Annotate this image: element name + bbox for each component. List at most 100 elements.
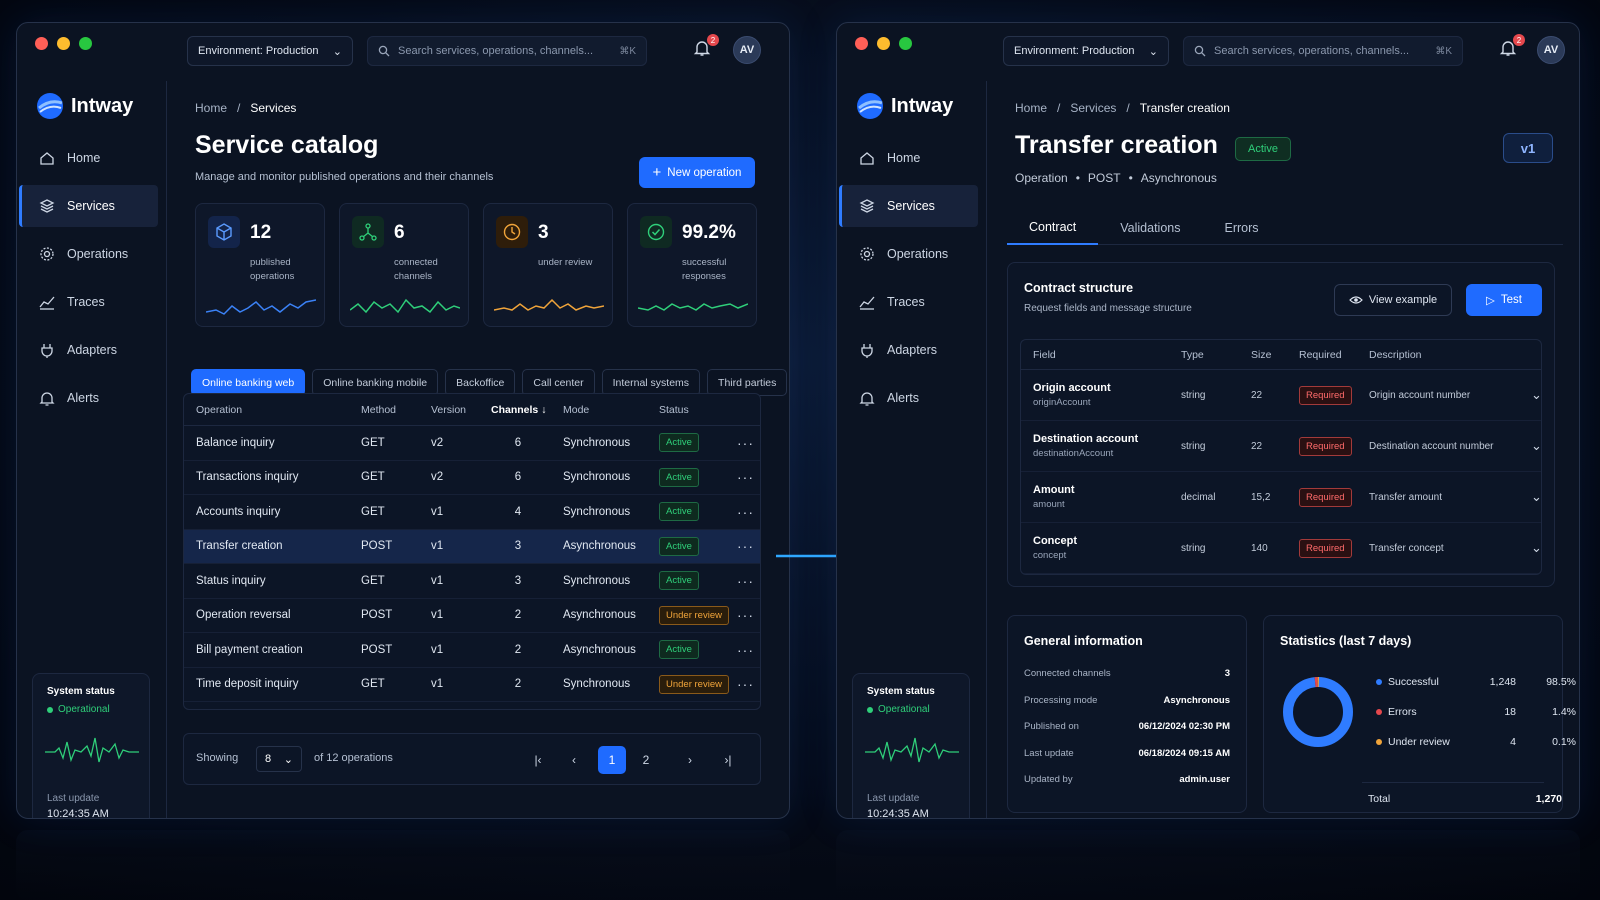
operation-name: Transactions inquiry xyxy=(196,471,299,484)
breadcrumb-services[interactable]: Services xyxy=(1070,101,1117,115)
breadcrumb-home[interactable]: Home xyxy=(195,101,228,115)
environment-select[interactable]: Environment: Production ⌄ xyxy=(1003,36,1169,66)
sidebar-item-home[interactable]: Home xyxy=(839,137,978,179)
sidebar-item-adapters[interactable]: Adapters xyxy=(19,329,158,371)
page-1-button[interactable]: 1 xyxy=(598,746,626,774)
close-window-button[interactable] xyxy=(855,37,868,50)
version-badge[interactable]: v1 xyxy=(1503,133,1553,163)
prev-page-button[interactable]: ‹ xyxy=(560,746,588,774)
chevron-down-icon[interactable]: ⌄ xyxy=(1531,489,1542,504)
table-row[interactable]: Transfer creation POST v1 3 Asynchronous Acti… xyxy=(184,529,760,564)
per-page-select[interactable]: 8 ⌄ xyxy=(256,746,302,772)
column-channels[interactable]: Channels ↓ xyxy=(491,404,563,416)
filter-tab-online-banking-mobile[interactable]: Online banking mobile xyxy=(312,369,439,396)
sidebar-item-alerts[interactable]: Alerts xyxy=(19,377,158,419)
tab-validations[interactable]: Validations xyxy=(1120,221,1181,235)
table-row[interactable]: Status inquiry GET v1 3 Synchronous Active ··· xyxy=(184,564,760,599)
filter-tab-third-parties[interactable]: Third parties xyxy=(707,369,788,396)
maximize-window-button[interactable] xyxy=(79,37,92,50)
sidebar-item-traces[interactable]: Traces xyxy=(19,281,158,323)
field-description: Transfer concept xyxy=(1369,542,1444,554)
search-input[interactable]: Search services, operations, channels...… xyxy=(367,36,647,66)
breadcrumb-home[interactable]: Home xyxy=(1015,101,1048,115)
field-type: string xyxy=(1181,440,1206,452)
chevron-down-icon[interactable]: ⌄ xyxy=(1531,438,1542,453)
operation-mode: Synchronous xyxy=(563,436,631,449)
table-row[interactable]: Operation reversal POST v1 2 Asynchronous Und… xyxy=(184,599,760,633)
tab-errors[interactable]: Errors xyxy=(1224,221,1259,235)
table-row[interactable]: Bill payment creation POST v1 2 Asynchronous… xyxy=(184,633,760,668)
column-version[interactable]: Version xyxy=(431,403,467,416)
sidebar-item-home[interactable]: Home xyxy=(19,137,158,179)
table-row[interactable]: Time deposit inquiry GET v1 2 Synchronous Und… xyxy=(184,668,760,702)
more-options-icon[interactable]: ··· xyxy=(737,503,754,520)
avatar[interactable]: AV xyxy=(1537,36,1565,64)
sidebar-item-services[interactable]: Services xyxy=(19,185,158,227)
filter-tab-call-center[interactable]: Call center xyxy=(522,369,595,396)
notifications-button[interactable]: 2 xyxy=(693,34,719,61)
contract-field-row[interactable]: Amount amount decimal 15,2 Required Transfer … xyxy=(1021,472,1541,523)
table-row[interactable]: Transactions inquiry GET v2 6 Synchronous Act… xyxy=(184,461,760,495)
more-options-icon[interactable]: ··· xyxy=(737,434,754,451)
next-page-button[interactable]: › xyxy=(676,746,704,774)
sidebar-item-operations[interactable]: Operations xyxy=(839,233,978,275)
filter-tab-internal-systems[interactable]: Internal systems xyxy=(601,369,701,396)
table-row[interactable]: Balance inquiry GET v2 6 Synchronous Active ··… xyxy=(184,426,760,461)
minimize-window-button[interactable] xyxy=(57,37,70,50)
avatar[interactable]: AV xyxy=(733,36,761,64)
last-page-button[interactable]: ›| xyxy=(714,746,742,774)
required-badge: Required xyxy=(1299,538,1352,558)
sidebar-item-operations[interactable]: Operations xyxy=(19,233,158,275)
brand-name: Intway xyxy=(71,94,134,117)
more-options-icon[interactable]: ··· xyxy=(737,607,754,624)
more-options-icon[interactable]: ··· xyxy=(737,676,754,693)
view-example-button[interactable]: View example xyxy=(1334,284,1452,316)
notifications-button[interactable]: 2 xyxy=(1499,34,1525,61)
plug-icon xyxy=(861,344,873,358)
column-status[interactable]: Status xyxy=(659,403,689,416)
close-window-button[interactable] xyxy=(35,37,48,50)
status-badge: Under review xyxy=(659,674,729,694)
more-options-icon[interactable]: ··· xyxy=(737,572,754,589)
field-description: Destination account number xyxy=(1369,440,1494,452)
general-info-row: Last update 06/18/2024 09:15 AM xyxy=(1024,748,1230,759)
status-badge: Under review xyxy=(659,605,729,625)
sidebar-item-alerts[interactable]: Alerts xyxy=(839,377,978,419)
kpi-label: published operations xyxy=(250,257,295,282)
operation-method: GET xyxy=(361,436,385,449)
column-method[interactable]: Method xyxy=(361,403,397,416)
environment-select[interactable]: Environment: Production ⌄ xyxy=(187,36,353,66)
contract-field-row[interactable]: Concept concept string 140 Required Transfer … xyxy=(1021,523,1541,574)
table-row[interactable]: Accounts inquiry GET v1 4 Synchronous Active ·… xyxy=(184,495,760,530)
info-label: Updated by xyxy=(1024,774,1073,785)
more-options-icon[interactable]: ··· xyxy=(737,641,754,658)
filter-tab-online-banking-web[interactable]: Online banking web xyxy=(191,369,306,396)
field-key: amount xyxy=(1033,499,1065,510)
sidebar-item-label: Operations xyxy=(887,247,949,261)
column-mode[interactable]: Mode xyxy=(563,403,590,416)
chevron-down-icon: ⌄ xyxy=(1148,45,1158,58)
service-catalog-window: Environment: Production ⌄ Search service… xyxy=(16,22,790,819)
contract-field-row[interactable]: Destination account destinationAccount str… xyxy=(1021,421,1541,472)
search-input[interactable]: Search services, operations, channels...… xyxy=(1183,36,1463,66)
page-2-button[interactable]: 2 xyxy=(642,753,650,767)
sidebar-item-traces[interactable]: Traces xyxy=(839,281,978,323)
chevron-down-icon[interactable]: ⌄ xyxy=(1531,387,1542,402)
contract-field-row[interactable]: Origin account originAccount string 22 Requi… xyxy=(1021,370,1541,421)
sidebar-item-services[interactable]: Services xyxy=(839,185,978,227)
more-options-icon[interactable]: ··· xyxy=(737,469,754,486)
minimize-window-button[interactable] xyxy=(877,37,890,50)
chevron-down-icon[interactable]: ⌄ xyxy=(1531,540,1542,555)
chevron-left-icon: ‹ xyxy=(572,753,576,767)
filter-tab-backoffice[interactable]: Backoffice xyxy=(445,369,516,396)
new-operation-button[interactable]: + New operation xyxy=(639,157,755,188)
maximize-window-button[interactable] xyxy=(899,37,912,50)
meta-separator: • xyxy=(1075,171,1080,185)
tab-contract[interactable]: Contract xyxy=(1007,211,1099,245)
sidebar-item-adapters[interactable]: Adapters xyxy=(839,329,978,371)
more-options-icon[interactable]: ··· xyxy=(737,538,754,555)
check-circle-icon xyxy=(640,216,672,248)
test-button[interactable]: ▷ Test xyxy=(1466,284,1542,316)
column-operation[interactable]: Operation xyxy=(196,403,243,416)
first-page-button[interactable]: |‹ xyxy=(524,746,552,774)
